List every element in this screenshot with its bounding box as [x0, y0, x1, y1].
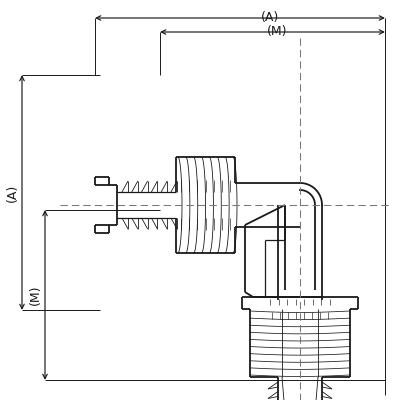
- Text: (A): (A): [6, 183, 18, 202]
- Text: (A): (A): [261, 10, 279, 24]
- Text: (M): (M): [267, 24, 288, 38]
- Text: (M): (M): [29, 285, 41, 305]
